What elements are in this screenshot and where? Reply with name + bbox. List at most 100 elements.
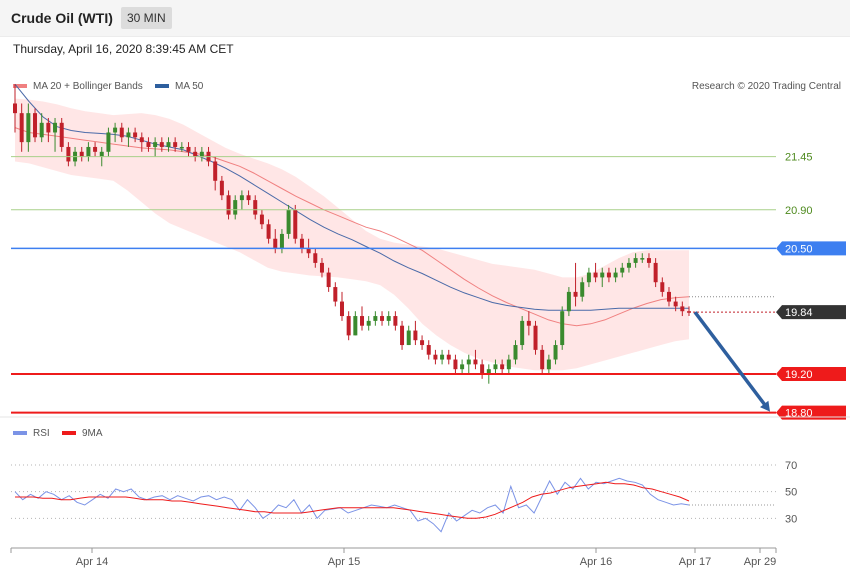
candle-body xyxy=(366,320,371,326)
candle xyxy=(546,354,551,375)
candle-body xyxy=(466,359,471,365)
rsi-legend-label: RSI xyxy=(33,428,50,439)
level-label: 18.80 xyxy=(785,408,813,420)
candle xyxy=(193,146,198,162)
candle xyxy=(453,354,458,375)
candle-body xyxy=(580,282,585,297)
instrument-title: Crude Oil (WTI) xyxy=(11,10,113,26)
candle xyxy=(606,267,611,283)
candle-body xyxy=(313,253,318,263)
candle xyxy=(633,253,638,268)
candle xyxy=(360,306,365,331)
candle xyxy=(46,117,51,143)
candle xyxy=(593,262,598,283)
ma20-legend-swatch xyxy=(13,84,27,88)
candle-body xyxy=(19,113,24,143)
candle-body xyxy=(133,132,138,138)
candle-body xyxy=(306,248,311,254)
level-pivot: 20.50 xyxy=(11,241,846,256)
candle xyxy=(319,258,324,278)
candle xyxy=(86,142,91,162)
candle-body xyxy=(533,325,538,350)
candle-body xyxy=(493,364,498,370)
candle-body xyxy=(219,180,224,196)
candle xyxy=(586,267,591,288)
candle xyxy=(119,122,124,143)
candle xyxy=(446,349,451,365)
candle xyxy=(466,354,471,375)
candle xyxy=(473,349,478,370)
candle xyxy=(613,267,618,283)
candle-body xyxy=(86,146,91,157)
candle-body xyxy=(139,137,144,143)
candle-body xyxy=(426,345,431,355)
timeframe-badge[interactable]: 30 MIN xyxy=(121,7,172,29)
candle-body xyxy=(633,258,638,263)
candle-body xyxy=(299,238,304,249)
ma9-legend-swatch xyxy=(62,431,76,435)
candle-body xyxy=(566,291,571,312)
ma50-legend-swatch xyxy=(155,84,169,88)
arrow-shaft xyxy=(693,311,767,407)
candle xyxy=(460,359,465,375)
candle-body xyxy=(520,320,525,346)
candle xyxy=(159,137,164,152)
candle-body xyxy=(646,258,651,263)
candle-body xyxy=(380,316,385,321)
candle-body xyxy=(13,103,17,114)
candle-body xyxy=(239,195,244,201)
levels: 21.45 20.90 20.50 19.84 19.20 18.80 xyxy=(11,152,846,420)
level-resistance: 20.90 xyxy=(11,205,813,217)
candle-body xyxy=(433,354,438,360)
candle xyxy=(666,287,671,307)
candle-body xyxy=(606,272,611,278)
candle xyxy=(279,229,284,254)
candle-body xyxy=(600,272,605,278)
candle-body xyxy=(593,272,598,278)
candle-body xyxy=(166,142,171,147)
candle xyxy=(246,190,251,205)
candle xyxy=(333,282,338,307)
candle xyxy=(660,277,665,297)
rsi-tick-label: 70 xyxy=(785,460,797,472)
candle-body xyxy=(653,262,658,283)
candle xyxy=(680,301,685,317)
candle-body xyxy=(153,142,158,147)
candle-body xyxy=(620,267,625,273)
candle-body xyxy=(680,306,685,312)
x-tick-label: Apr 15 xyxy=(328,556,360,568)
candle-body xyxy=(326,272,331,288)
bollinger-band-area xyxy=(15,98,689,371)
candle xyxy=(106,127,111,157)
candle-body xyxy=(413,330,418,341)
candle-body xyxy=(99,151,104,157)
candle xyxy=(413,320,418,346)
candle xyxy=(313,248,318,268)
ma20-legend-label: MA 20 + Bollinger Bands xyxy=(33,81,143,92)
pivot-price-tag xyxy=(776,241,846,256)
candle xyxy=(19,103,24,152)
candle-body xyxy=(259,214,264,225)
candle xyxy=(299,233,304,254)
ma9-legend-label: 9MA xyxy=(82,428,103,439)
candle-body xyxy=(486,369,491,375)
candle xyxy=(146,137,151,152)
candle xyxy=(640,253,645,263)
candle-body xyxy=(46,122,51,133)
support-price-tag xyxy=(776,367,846,382)
candle-body xyxy=(199,151,204,157)
level-label: 19.84 xyxy=(785,307,813,319)
candle xyxy=(253,195,258,220)
candle xyxy=(273,229,278,254)
candle-body xyxy=(353,316,358,336)
current-price-tag xyxy=(776,305,846,320)
candle-body xyxy=(286,209,291,234)
candle-body xyxy=(540,349,545,370)
x-tick-label: Apr 29 xyxy=(744,556,776,568)
candle xyxy=(420,335,425,350)
candle xyxy=(653,258,658,288)
candle-body xyxy=(480,364,485,375)
candle xyxy=(286,204,291,239)
candle-body xyxy=(526,320,531,326)
candle xyxy=(346,311,351,341)
